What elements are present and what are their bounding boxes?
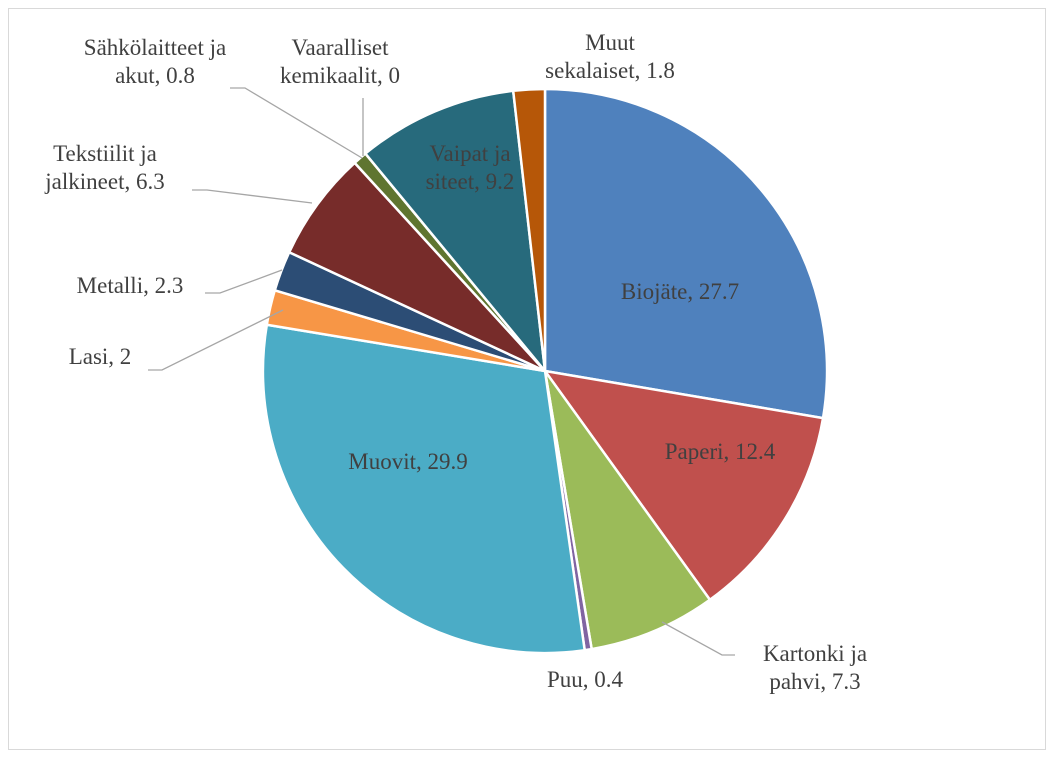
data-label: Lasi, 2 — [69, 343, 132, 371]
value: 2.3 — [154, 273, 184, 298]
data-label: Metalli, 2.3 — [77, 272, 184, 300]
value: 29.9 — [427, 449, 468, 474]
separator: , — [474, 169, 486, 194]
leader-line — [661, 621, 735, 656]
pie-slice — [543, 87, 829, 420]
value: 9.2 — [485, 169, 515, 194]
value: 27.7 — [698, 279, 740, 304]
leader-line — [230, 87, 363, 159]
value: 12.4 — [735, 439, 776, 464]
value: 0.8 — [166, 63, 195, 88]
pie-slice — [543, 369, 825, 602]
separator: , — [377, 63, 389, 88]
category-name: Vaipat ja siteet — [425, 141, 511, 194]
category-name: Kartonki ja pahvi — [762, 641, 868, 694]
data-label: Vaipat ja siteet, 9.2 — [408, 140, 533, 196]
value: 0.4 — [594, 667, 624, 692]
category-name: Metalli — [76, 273, 144, 298]
leader-line — [148, 309, 284, 371]
pie-slice — [364, 89, 547, 373]
leader-line — [205, 269, 283, 294]
value: 1.8 — [646, 58, 675, 83]
category-name: Vaaralliset kemikaalit — [279, 35, 389, 88]
value: 6.3 — [135, 169, 165, 194]
pie-slice — [261, 323, 586, 655]
separator: , — [108, 344, 120, 369]
leader-line — [192, 189, 313, 204]
value: 7.3 — [831, 669, 861, 694]
separator: , — [154, 63, 167, 88]
pie-slice — [511, 87, 547, 373]
data-label: Paperi, 12.4 — [665, 438, 776, 466]
category-name: Muut sekalaiset — [545, 30, 635, 83]
leader-lines — [148, 87, 735, 656]
separator: , — [723, 439, 736, 464]
data-label: Kartonki ja pahvi, 7.3 — [750, 640, 880, 696]
pie-slice — [543, 369, 712, 651]
data-label: Sähkölaitteet ja akut, 0.8 — [73, 34, 238, 90]
value: 0 — [388, 63, 401, 88]
data-label: Muut sekalaiset, 1.8 — [543, 29, 678, 85]
data-label: Vaaralliset kemikaalit, 0 — [258, 34, 423, 90]
data-label: Puu, 0.4 — [547, 666, 623, 694]
data-label: Muovit, 29.9 — [348, 448, 467, 476]
category-name: Sähkölaitteet ja akut — [83, 35, 227, 88]
separator: , — [634, 58, 647, 83]
value: 2 — [119, 344, 132, 369]
pie — [261, 87, 829, 655]
data-label: Tekstiilit ja jalkineet, 6.3 — [25, 140, 185, 196]
separator: , — [687, 279, 699, 304]
category-name: Biojäte — [620, 279, 688, 304]
category-name: Muovit — [348, 449, 416, 474]
chart-border — [8, 8, 1046, 750]
category-name: Tekstiilit ja jalkineet — [45, 141, 157, 194]
separator: , — [143, 273, 155, 298]
separator: , — [820, 669, 832, 694]
category-name: Puu — [546, 667, 583, 692]
separator: , — [124, 169, 136, 194]
separator: , — [415, 449, 428, 474]
data-label: Biojäte, 27.7 — [621, 278, 739, 306]
category-name: Paperi — [664, 439, 724, 464]
separator: , — [582, 667, 595, 692]
category-name: Lasi — [68, 344, 109, 369]
